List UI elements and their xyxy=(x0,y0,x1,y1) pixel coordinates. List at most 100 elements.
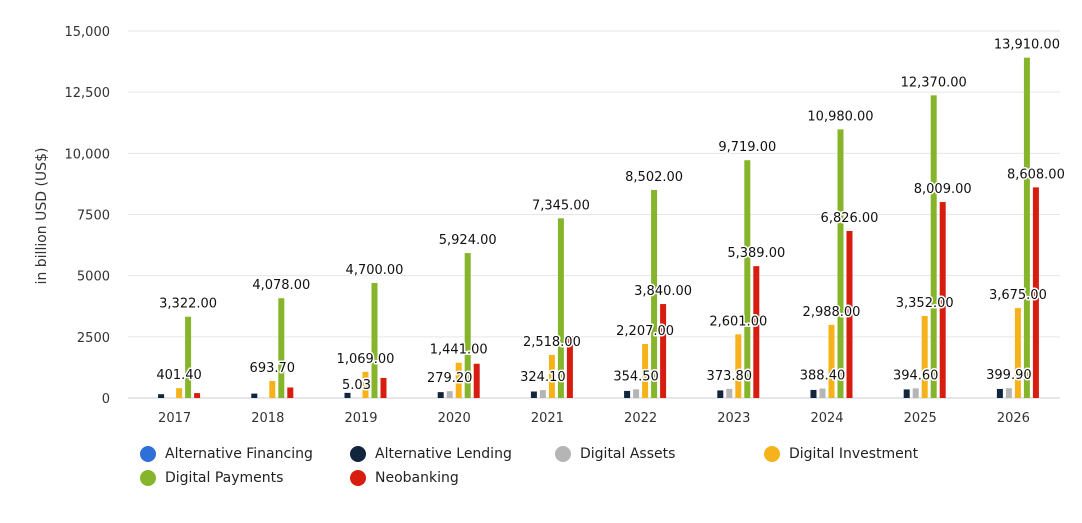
bar xyxy=(473,363,480,398)
legend-label: Digital Investment xyxy=(789,446,919,462)
data-label: 354.50 xyxy=(613,369,659,384)
bar xyxy=(176,388,183,398)
bar xyxy=(371,283,378,398)
y-axis-title: in billion USD (US$) xyxy=(34,148,50,285)
data-label: 2,601.00 xyxy=(709,314,767,329)
bars xyxy=(149,57,1039,398)
x-tick-label: 2018 xyxy=(251,411,284,426)
data-label: 401.40 xyxy=(156,368,202,383)
data-label: 2,988.00 xyxy=(803,305,861,320)
bar xyxy=(278,298,285,398)
x-tick-label: 2025 xyxy=(904,411,937,426)
data-label: 8,608.00 xyxy=(1007,167,1065,182)
data-label: 5.03 xyxy=(342,378,371,393)
data-label: 3,352.00 xyxy=(896,296,954,311)
data-label: 8,009.00 xyxy=(914,182,972,197)
bar xyxy=(633,389,640,398)
data-label: 324.10 xyxy=(520,370,566,385)
x-tick-label: 2024 xyxy=(810,411,843,426)
legend-swatch-icon xyxy=(555,446,571,462)
y-tick-labels: 0 2500 5000 7500 10,000 12,500 15,000 xyxy=(65,25,111,407)
bar xyxy=(158,394,165,398)
bar xyxy=(287,387,294,398)
legend-label: Neobanking xyxy=(375,470,459,486)
x-tick-labels: 2017 2018 2019 2020 2021 2022 2023 2024 2025 2026 xyxy=(158,411,1030,426)
data-label: 693.70 xyxy=(250,361,296,376)
data-label: 6,826.00 xyxy=(821,211,879,226)
data-label: 388.40 xyxy=(800,368,846,383)
data-label: 394.60 xyxy=(893,368,939,383)
x-tick-label: 2022 xyxy=(624,411,657,426)
legend-item-digital-assets[interactable]: Digital Assets xyxy=(555,446,675,462)
x-tick-label: 2026 xyxy=(997,411,1030,426)
bar xyxy=(530,391,537,398)
legend-item-alternative-financing[interactable]: Alternative Financing xyxy=(140,446,313,462)
bar xyxy=(828,324,835,398)
data-label: 10,980.00 xyxy=(807,109,873,124)
data-label: 12,370.00 xyxy=(901,75,967,90)
data-label: 5,924.00 xyxy=(439,233,497,248)
data-label: 3,840.00 xyxy=(634,284,692,299)
bar xyxy=(660,304,667,398)
data-label: 2,518.00 xyxy=(523,335,581,350)
legend-item-digital-payments[interactable]: Digital Payments xyxy=(140,470,283,486)
bar xyxy=(846,230,853,398)
data-label: 1,069.00 xyxy=(337,352,395,367)
bar xyxy=(1023,57,1030,398)
data-label: 2,207.00 xyxy=(616,324,674,339)
y-tick-label: 12,500 xyxy=(65,86,111,101)
bar xyxy=(903,389,910,398)
y-tick-label: 5000 xyxy=(77,270,110,285)
bar xyxy=(362,371,369,398)
data-label: 8,502.00 xyxy=(625,170,683,185)
y-tick-label: 2500 xyxy=(77,331,110,346)
bar xyxy=(539,390,546,398)
y-tick-label: 0 xyxy=(102,392,110,407)
data-label: 1,441.00 xyxy=(430,343,488,358)
bar xyxy=(455,362,462,398)
bar xyxy=(735,334,742,398)
x-tick-label: 2020 xyxy=(438,411,471,426)
bar xyxy=(251,393,258,398)
legend-item-neobanking[interactable]: Neobanking xyxy=(350,470,459,486)
bar xyxy=(1032,187,1039,398)
bar xyxy=(744,160,751,398)
x-tick-label: 2023 xyxy=(717,411,750,426)
legend-label: Digital Payments xyxy=(165,470,284,486)
data-label: 4,078.00 xyxy=(252,278,310,293)
data-label: 5,389.00 xyxy=(727,246,785,261)
x-tick-label: 2019 xyxy=(344,411,377,426)
data-label: 3,322.00 xyxy=(159,297,217,312)
legend-swatch-icon xyxy=(764,446,780,462)
data-label: 4,700.00 xyxy=(346,263,404,278)
legend-label: Alternative Financing xyxy=(165,446,313,462)
bar xyxy=(930,95,937,398)
y-tick-label: 10,000 xyxy=(65,147,111,162)
bar xyxy=(939,202,946,398)
bar xyxy=(185,316,192,398)
legend-item-digital-investment[interactable]: Digital Investment xyxy=(764,446,918,462)
bar xyxy=(566,336,573,398)
x-tick-label: 2021 xyxy=(531,411,564,426)
bar xyxy=(548,354,555,398)
y-tick-label: 15,000 xyxy=(65,25,111,40)
data-labels: 5.03 279.20 324.10 354.50 373.80 388.40 394.60… xyxy=(155,36,1066,394)
bar xyxy=(446,391,453,398)
bar xyxy=(642,344,649,398)
bar xyxy=(912,388,919,398)
bar xyxy=(810,389,817,398)
bar xyxy=(819,388,826,398)
data-label: 279.20 xyxy=(427,371,473,386)
bar xyxy=(726,388,733,398)
legend-item-alternative-lending[interactable]: Alternative Lending xyxy=(350,446,512,462)
x-tick-label: 2017 xyxy=(158,411,191,426)
bar xyxy=(996,388,1003,398)
data-label: 3,675.00 xyxy=(989,288,1047,303)
bar xyxy=(837,129,844,398)
data-label: 9,719.00 xyxy=(718,140,776,155)
y-tick-label: 7500 xyxy=(77,209,110,224)
legend-swatch-icon xyxy=(350,446,366,462)
bar xyxy=(464,253,471,398)
bar xyxy=(557,218,564,398)
